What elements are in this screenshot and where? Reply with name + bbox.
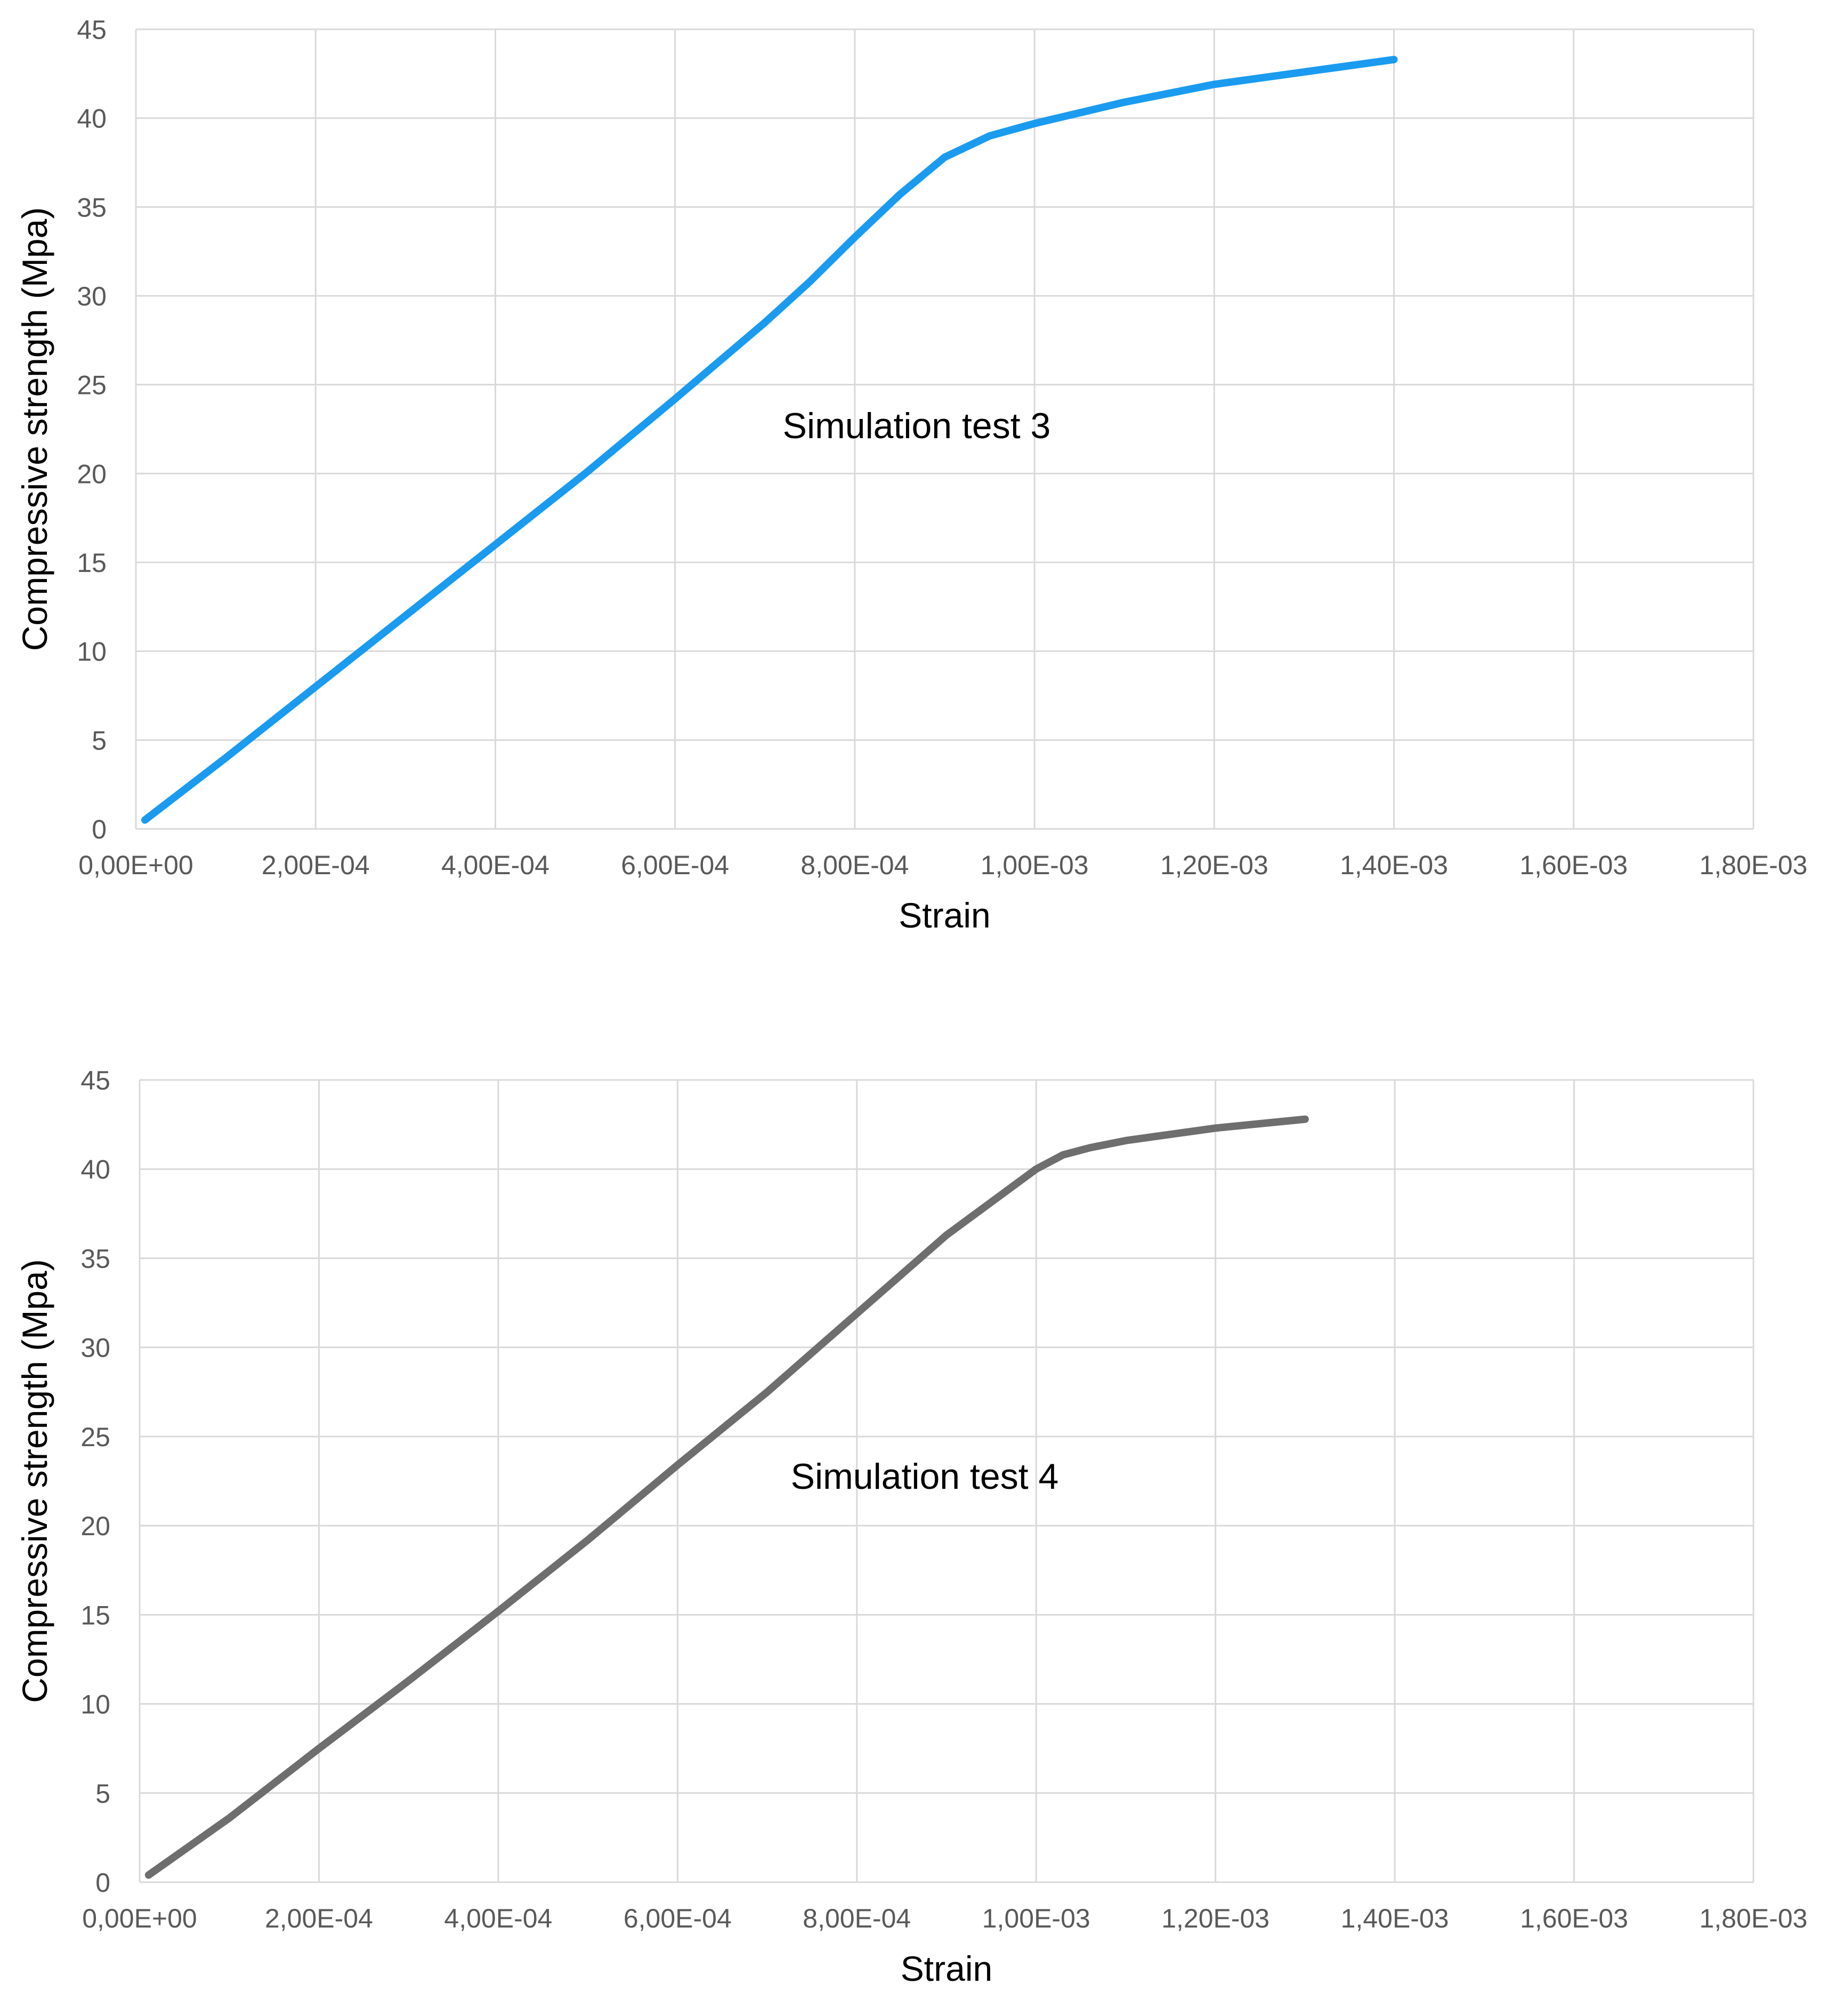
x-tick-label: 6,00E-04 xyxy=(624,1904,732,1933)
x-axis-title: Strain xyxy=(901,1949,992,1988)
x-tick-label: 0,00E+00 xyxy=(78,850,193,880)
series-line xyxy=(144,1115,1309,1879)
y-tick-label: 35 xyxy=(80,1244,110,1273)
y-tick-label: 5 xyxy=(95,1779,110,1809)
y-tick-label: 15 xyxy=(80,1600,110,1630)
x-tick-label: 2,00E-04 xyxy=(265,1904,373,1933)
x-tick-label: 2,00E-04 xyxy=(262,850,370,880)
series-annotation: Simulation test 4 xyxy=(791,1456,1059,1497)
x-tick-label: 1,20E-03 xyxy=(1160,850,1268,880)
chart-svg-1: 0,00E+00 2,00E-04 4,00E-04 6,00E-04 8,00E-04… xyxy=(15,15,1808,935)
y-tick-label: 10 xyxy=(77,637,107,667)
x-tick-label: 1,20E-03 xyxy=(1161,1904,1269,1933)
series-line xyxy=(141,55,1398,824)
x-tick-label: 0,00E+00 xyxy=(82,1904,197,1933)
y-tick-label: 30 xyxy=(80,1333,110,1363)
y-tick-label: 45 xyxy=(80,1066,110,1095)
y-tick-label: 25 xyxy=(80,1422,110,1452)
x-tick-label: 4,00E-04 xyxy=(444,1904,552,1933)
series-annotation: Simulation test 3 xyxy=(783,406,1051,446)
y-tick-label: 5 xyxy=(92,725,107,755)
y-tick-label: 0 xyxy=(92,815,107,844)
x-tick-label: 1,00E-03 xyxy=(982,1904,1090,1933)
x-tick-label: 1,40E-03 xyxy=(1340,850,1448,880)
y-tick-label: 10 xyxy=(80,1690,110,1720)
y-tick-label: 45 xyxy=(77,15,107,45)
x-tick-label: 6,00E-04 xyxy=(621,850,729,880)
chart-simulation-test-4: 0,00E+00 2,00E-04 4,00E-04 6,00E-04 8,00E-04… xyxy=(0,1008,1828,2016)
x-tick-label: 8,00E-04 xyxy=(800,850,909,880)
x-tick-label: 1,60E-03 xyxy=(1520,1904,1628,1933)
x-axis-title: Strain xyxy=(899,896,990,935)
x-tick-label: 8,00E-04 xyxy=(803,1904,911,1933)
y-tick-label: 30 xyxy=(77,281,107,311)
y-axis-title: Compressive strength (Mpa) xyxy=(15,207,54,651)
x-tick-label: 1,80E-03 xyxy=(1700,850,1808,880)
y-tick-label: 20 xyxy=(80,1511,110,1541)
x-tick-label: 1,40E-03 xyxy=(1341,1904,1449,1933)
x-tick-label: 1,80E-03 xyxy=(1700,1904,1808,1933)
x-tick-label: 1,60E-03 xyxy=(1519,850,1628,880)
x-tick-label: 1,00E-03 xyxy=(981,850,1089,880)
chart-simulation-test-3: 0,00E+00 2,00E-04 4,00E-04 6,00E-04 8,00E-04… xyxy=(15,15,1808,935)
y-tick-label: 15 xyxy=(77,548,107,578)
x-tick-label: 4,00E-04 xyxy=(441,850,549,880)
y-tick-label: 20 xyxy=(77,459,107,489)
y-tick-label: 40 xyxy=(80,1155,110,1184)
y-axis-title: Compressive strength (Mpa) xyxy=(15,1259,54,1703)
y-tick-label: 40 xyxy=(77,104,107,134)
y-tick-label: 0 xyxy=(95,1868,110,1898)
chart-svg-2: 0,00E+00 2,00E-04 4,00E-04 6,00E-04 8,00E-04… xyxy=(15,1066,1808,1988)
y-tick-label: 25 xyxy=(77,370,107,400)
y-tick-label: 35 xyxy=(77,192,107,222)
